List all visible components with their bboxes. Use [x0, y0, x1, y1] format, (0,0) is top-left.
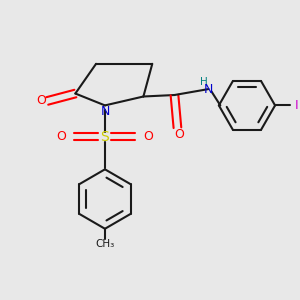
Text: O: O — [36, 94, 46, 107]
Text: N: N — [100, 106, 110, 118]
Text: O: O — [143, 130, 153, 143]
Text: S: S — [100, 130, 109, 144]
Text: I: I — [295, 99, 298, 112]
Text: N: N — [204, 82, 213, 96]
Text: O: O — [56, 130, 66, 143]
Text: CH₃: CH₃ — [95, 238, 115, 249]
Text: O: O — [174, 128, 184, 141]
Text: H: H — [200, 76, 208, 87]
